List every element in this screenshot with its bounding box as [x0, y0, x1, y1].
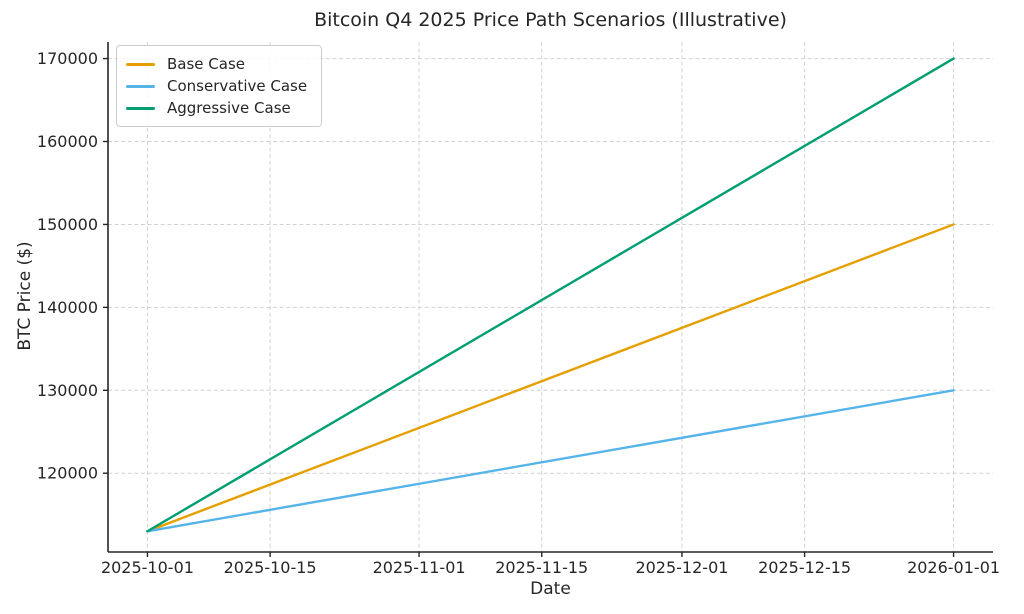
x-tick-label: 2025-12-01 — [635, 558, 728, 577]
legend: Base Case Conservative Case Aggressive C… — [116, 45, 323, 127]
x-tick-label: 2025-11-15 — [495, 558, 588, 577]
y-tick-label: 170000 — [37, 49, 98, 68]
series-line-conservative-case — [146, 389, 955, 533]
series-line-base-case — [146, 223, 955, 533]
x-tick-label: 2025-10-01 — [101, 558, 194, 577]
y-tick-label: 120000 — [37, 464, 98, 483]
legend-label: Conservative Case — [167, 77, 308, 95]
legend-label: Base Case — [167, 55, 246, 73]
y-axis-label: BTC Price ($) — [15, 241, 35, 351]
x-tick-label: 2025-12-15 — [758, 558, 851, 577]
y-tick-label: 150000 — [37, 215, 98, 234]
series-line-aggressive-case — [146, 57, 955, 533]
legend-label: Aggressive Case — [167, 99, 291, 117]
x-tick-label: 2025-10-15 — [224, 558, 317, 577]
conservative-case-line-swatch — [126, 84, 155, 88]
aggressive-case-line-swatch — [126, 106, 155, 110]
legend-item-base-case: Base Case — [126, 53, 307, 75]
chart-title: Bitcoin Q4 2025 Price Path Scenarios (Il… — [314, 9, 787, 31]
y-tick-label: 130000 — [37, 381, 98, 400]
base-case-line-swatch — [126, 62, 155, 66]
x-tick-label: 2026-01-01 — [907, 558, 1000, 577]
y-tick-label: 140000 — [37, 298, 98, 317]
x-tick-label: 2025-11-01 — [373, 558, 466, 577]
legend-item-aggressive-case: Aggressive Case — [126, 97, 307, 119]
legend-item-conservative-case: Conservative Case — [126, 75, 307, 97]
y-tick-label: 160000 — [37, 132, 98, 151]
x-axis-label: Date — [530, 579, 571, 599]
